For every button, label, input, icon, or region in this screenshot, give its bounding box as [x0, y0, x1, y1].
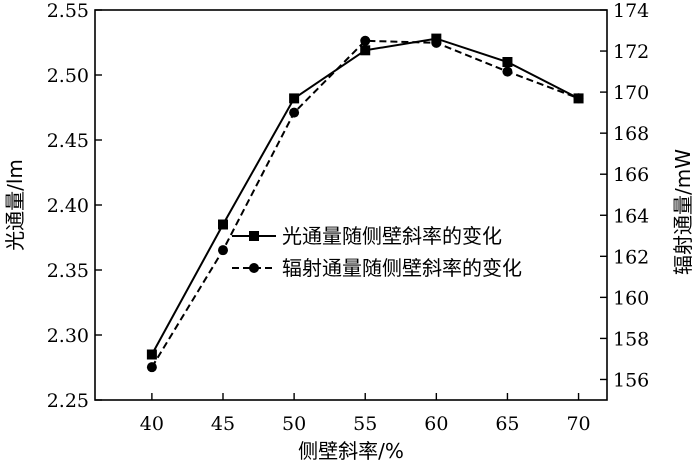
- legend-label-luminous: 光通量随侧壁斜率的变化: [282, 224, 502, 248]
- right-y-tick-label: 162: [613, 246, 649, 268]
- series-1-point: [360, 45, 371, 56]
- series-2-point: [146, 362, 157, 373]
- series-line-1: [151, 37, 580, 355]
- left-y-tick-label: 2.30: [47, 325, 89, 347]
- right-y-tick-label: 166: [613, 164, 649, 186]
- x-tick-label: 55: [353, 413, 377, 435]
- left-y-tick-label: 2.55: [47, 0, 89, 22]
- series-1-point: [289, 93, 300, 104]
- series-line-2: [151, 39, 579, 368]
- left-y-axis-ticks: 2.25 2.30 2.35 2.40 2.45 2.50 2.55: [47, 0, 102, 412]
- left-y-tick-label: 2.25: [47, 390, 89, 412]
- left-y-tick-label: 2.35: [47, 260, 89, 282]
- series-2-point: [431, 37, 442, 48]
- series-1-point: [218, 219, 228, 230]
- plot-frame: [94, 9, 608, 401]
- left-y-tick-label: 2.40: [47, 195, 89, 217]
- x-axis-title: 侧壁斜率/%: [298, 439, 404, 463]
- right-y-axis-ticks: 156 158 160 162 164 166 168 170 172 174: [600, 0, 649, 391]
- legend-marker-circle: [249, 263, 259, 273]
- series-2-point: [360, 35, 371, 46]
- series-1-point: [502, 57, 513, 67]
- x-tick-label: 60: [424, 413, 448, 435]
- right-y-tick-label: 168: [613, 123, 649, 145]
- right-y-tick-label: 164: [613, 205, 649, 227]
- series-2-point: [502, 66, 513, 77]
- left-y-tick-label: 2.50: [47, 65, 89, 87]
- x-tick-label: 40: [140, 413, 164, 435]
- left-y-axis-title: 光通量/lm: [3, 159, 27, 251]
- right-y-tick-label: 158: [613, 328, 649, 350]
- series-layer: [146, 33, 584, 373]
- left-y-tick-label: 2.45: [47, 130, 89, 152]
- x-tick-label: 65: [495, 413, 519, 435]
- x-tick-label: 45: [211, 413, 235, 435]
- series-1-point: [146, 349, 157, 360]
- series-2-point: [218, 245, 228, 256]
- x-tick-label: 70: [566, 413, 590, 435]
- right-y-axis-title: 辐射通量/mW: [671, 149, 695, 275]
- x-tick-label: 50: [282, 413, 306, 435]
- right-y-tick-label: 170: [613, 82, 649, 104]
- right-y-tick-label: 174: [613, 0, 649, 22]
- right-y-tick-label: 156: [613, 369, 649, 391]
- legend-label-radiant: 辐射通量随侧壁斜率的变化: [282, 256, 522, 280]
- series-2-point: [289, 107, 300, 118]
- right-y-tick-label: 172: [613, 41, 649, 63]
- series-2-point: [573, 93, 584, 104]
- x-axis-ticks: 40 45 50 55 60 65 70: [140, 393, 591, 435]
- right-y-tick-label: 160: [613, 287, 649, 309]
- legend-marker-square: [249, 231, 259, 241]
- legend: 光通量随侧壁斜率的变化 辐射通量随侧壁斜率的变化: [232, 224, 522, 280]
